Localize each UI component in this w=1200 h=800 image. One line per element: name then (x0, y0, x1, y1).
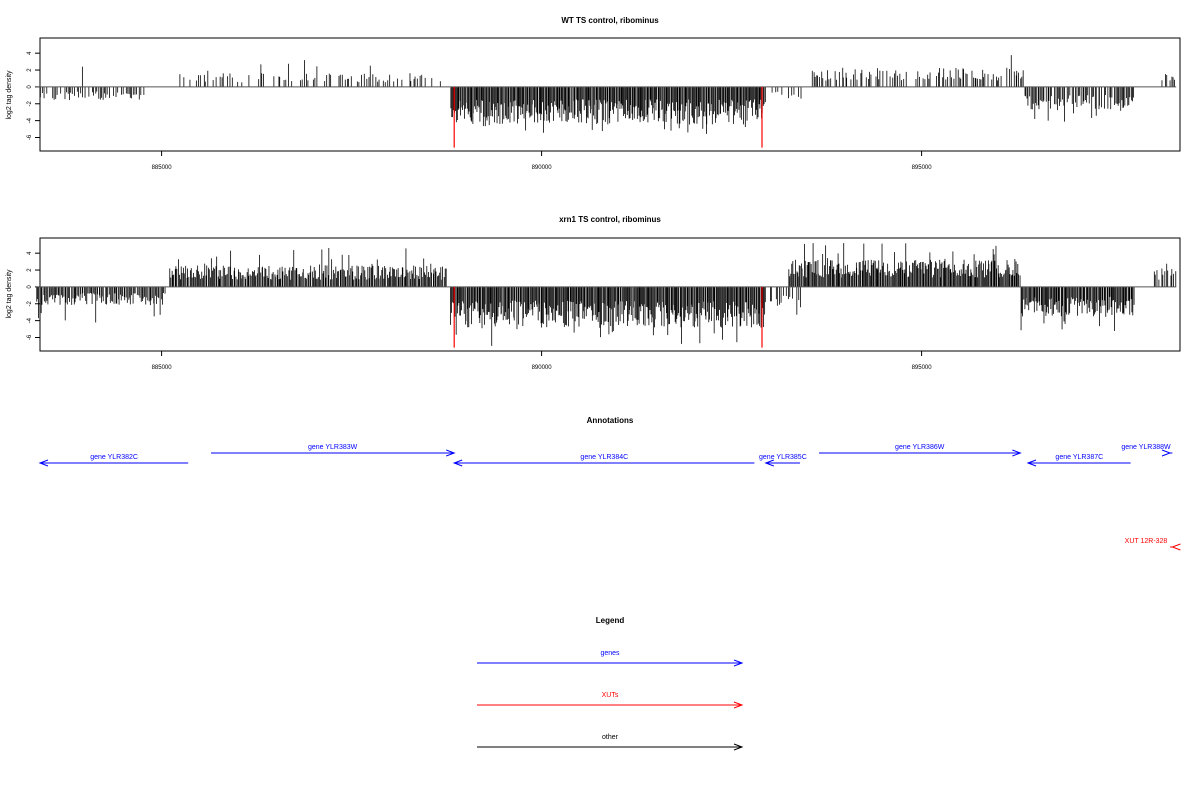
x-tick-label: 885000 (152, 365, 173, 371)
gene-feature: gene YLR387C (1026, 454, 1131, 467)
y-tick-label: 4 (27, 251, 33, 255)
legend-item-xuts: XUTs (477, 692, 744, 709)
y-tick-label: -4 (27, 317, 33, 323)
y-tick-label: 2 (27, 268, 33, 272)
feature-label: gene YLR384C (580, 454, 628, 461)
feature-arrowhead (764, 459, 774, 467)
y-tick-label: 4 (27, 51, 33, 55)
feature-label: gene YLR388W (1121, 444, 1171, 451)
y-tick-label: 2 (27, 68, 33, 72)
wt-track-title: WT TS control, ribominus (561, 16, 659, 25)
legend-items: genes XUTs other (477, 650, 744, 751)
gene-feature: gene YLR388W (1121, 444, 1173, 457)
feature-label: XUT 12R-328 (1125, 538, 1168, 545)
legend-title: Legend (596, 616, 625, 625)
feature-label: gene YLR387C (1055, 454, 1103, 461)
feature-arrowhead (452, 459, 463, 467)
density-bars (39, 55, 1175, 134)
x-tick-label: 890000 (532, 365, 553, 371)
feature-arrowhead (446, 449, 456, 457)
y-tick-label: -4 (27, 117, 33, 123)
legend-item-other: other (477, 734, 744, 751)
y-tick-label: 0 (27, 85, 33, 89)
legend-item-genes: genes (477, 650, 744, 667)
x-tick-label: 895000 (912, 365, 933, 371)
gene-feature: gene YLR383W (211, 444, 456, 457)
wt-plot-area: 885000 890000 895000 -6 -4 -2 0 2 4 (27, 37, 1181, 171)
legend-label: other (602, 734, 619, 741)
x-tick-label: 895000 (912, 165, 933, 171)
xut-feature: XUT 12R-328 (1125, 538, 1181, 551)
y-tick-label: -6 (27, 334, 33, 340)
feature-label: gene YLR383W (308, 444, 358, 451)
xrn1-plot-area: 885000 890000 895000 -6 -4 -2 0 2 4 (27, 237, 1181, 371)
feature-arrowhead (733, 701, 744, 709)
x-tick-label: 885000 (152, 165, 173, 171)
gene-feature: gene YLR382C (38, 454, 189, 467)
wt-track-panel: WT TS control, ribominus log2 tag densit… (6, 16, 1181, 171)
y-tick-label: 0 (27, 285, 33, 289)
feature-arrowhead (38, 459, 49, 467)
feature-arrowhead (1161, 449, 1172, 457)
feature-label: gene YLR386W (895, 444, 945, 451)
wt-y-axis-label: log2 tag density (6, 70, 13, 120)
y-tick-label: -6 (27, 134, 33, 140)
gene-feature: gene YLR386W (819, 444, 1022, 457)
feature-arrowhead (733, 659, 744, 667)
annotations-title: Annotations (587, 416, 634, 425)
gene-feature: gene YLR385C (759, 454, 807, 467)
feature-arrowhead (733, 743, 744, 751)
feature-arrowhead (1026, 459, 1037, 467)
y-tick-label: -2 (27, 300, 33, 306)
feature-arrowhead (1012, 449, 1022, 457)
gene-feature: gene YLR384C (452, 454, 755, 467)
feature-arrowhead (1170, 543, 1181, 551)
feature-track: gene YLR382C gene YLR383W gene YLR384C gene… (38, 444, 1181, 551)
legend-label: genes (600, 650, 620, 657)
xrn1-track-panel: xrn1 TS control, ribominus log2 tag dens… (6, 215, 1181, 371)
y-tick-label: -2 (27, 100, 33, 106)
x-tick-label: 890000 (532, 165, 553, 171)
xrn1-track-title: xrn1 TS control, ribominus (559, 215, 661, 224)
density-bars (36, 243, 1177, 346)
xrn1-y-axis-label: log2 tag density (6, 269, 13, 319)
feature-label: gene YLR385C (759, 454, 807, 461)
legend-panel: Legend genes XUTs other (477, 616, 744, 751)
feature-label: gene YLR382C (90, 454, 138, 461)
legend-label: XUTs (602, 692, 619, 699)
